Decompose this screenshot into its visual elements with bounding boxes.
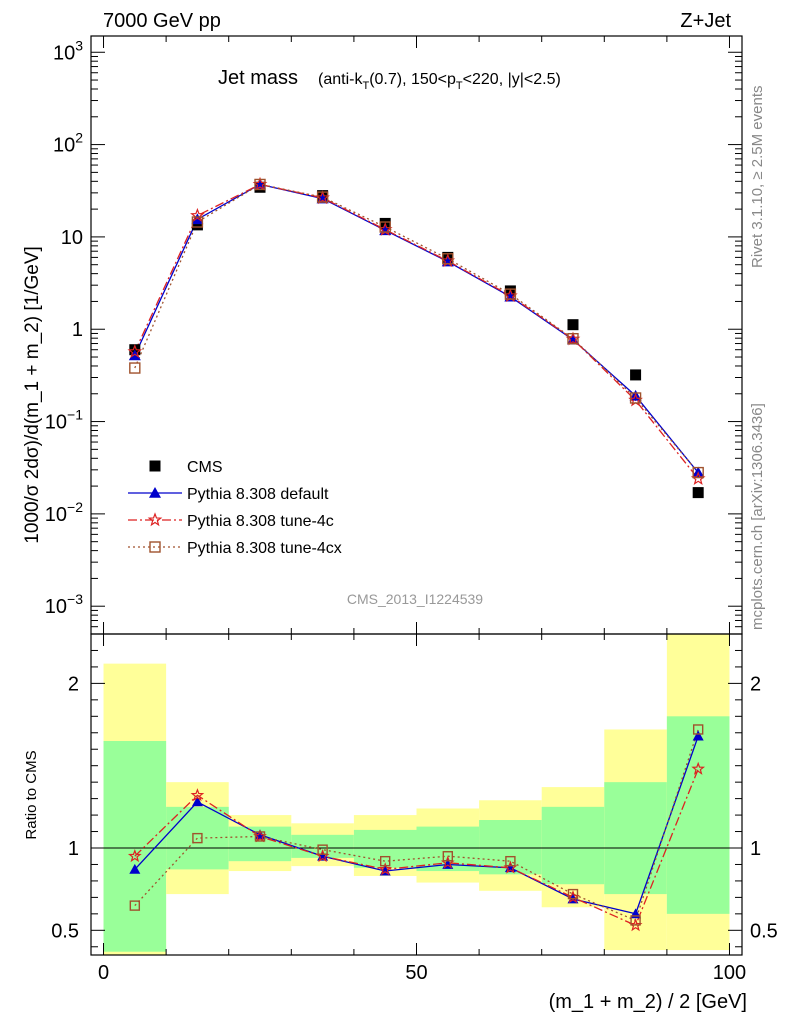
pythia-8-308-tune-4cx-legend-label: Pythia 8.308 tune-4cx bbox=[187, 540, 342, 557]
series-lines bbox=[134, 183, 699, 927]
stat-band-bin bbox=[291, 834, 354, 858]
x-tick-label: 100 bbox=[713, 962, 746, 984]
pythia-8-308-tune-4cx-point bbox=[504, 288, 517, 300]
stat-band-bin bbox=[353, 829, 417, 868]
y-tick-label: 10 bbox=[61, 227, 83, 249]
pythia-8-308-default-ratio-point bbox=[191, 796, 203, 807]
ratio-y-label: Ratio to CMS bbox=[23, 750, 40, 839]
stat-band-bin bbox=[166, 806, 229, 870]
cms-point bbox=[692, 487, 704, 499]
y-tick-label: 10−2 bbox=[45, 499, 83, 526]
pythia-8-308-tune-4cx-point bbox=[254, 178, 266, 191]
pythia-8-308-default-line bbox=[134, 183, 699, 474]
process-label: Z+Jet bbox=[680, 10, 731, 32]
cms-legend-label: CMS bbox=[187, 459, 223, 476]
pythia-8-308-tune-4cx-ratio-point bbox=[254, 831, 266, 842]
y-tick-label: 1 bbox=[72, 319, 83, 341]
ratio-y-tick-label-right: 0.5 bbox=[750, 920, 778, 942]
pythia-8-308-tune-4c-point bbox=[503, 288, 518, 303]
pythia-8-308-tune-4cx-legend-marker bbox=[149, 541, 161, 553]
series-markers bbox=[127, 176, 706, 932]
y-tick-label: 102 bbox=[53, 130, 83, 157]
legend: CMS Pythia 8.308 default Pythia 8.308 tune… bbox=[128, 459, 342, 557]
pythia-8-308-tune-4cx-ratio-point bbox=[380, 855, 391, 867]
pythia-8-308-default-legend-label: Pythia 8.308 default bbox=[187, 486, 329, 503]
pythia-8-308-tune-4cx-line bbox=[134, 183, 699, 474]
pythia-8-308-tune-4cx-ratio-point bbox=[442, 851, 453, 862]
pythia-8-308-tune-4c-ratio-point bbox=[190, 788, 205, 802]
pythia-8-308-tune-4cx-point bbox=[629, 392, 642, 404]
rivet-version-label: Rivet 3.1.10, ≥ 2.5M events bbox=[749, 86, 766, 269]
cms-point bbox=[191, 219, 203, 231]
chart-title: Jet mass bbox=[218, 67, 298, 89]
y-tick-label: 10−1 bbox=[45, 407, 83, 434]
pythia-8-308-tune-4cx-ratio-point bbox=[692, 724, 704, 735]
pythia-8-308-tune-4cx-ratio-point bbox=[505, 855, 516, 867]
pythia-8-308-tune-4c-ratio-point bbox=[378, 862, 393, 876]
pythia-8-308-tune-4cx-ratio-point bbox=[630, 915, 641, 926]
pythia-8-308-tune-4c-point bbox=[315, 190, 330, 205]
pythia-8-308-tune-4cx-ratio-point bbox=[192, 832, 203, 844]
pythia-8-308-default-ratio-point bbox=[129, 863, 141, 874]
y-tick-label: 103 bbox=[53, 37, 83, 64]
pythia-8-308-tune-4c-point bbox=[190, 207, 205, 222]
cms-point bbox=[567, 319, 579, 331]
pythia-8-308-tune-4cx-point bbox=[692, 466, 704, 479]
pythia-8-308-tune-4cx-ratio-point bbox=[317, 844, 328, 855]
x-tick-label: 0 bbox=[98, 962, 109, 984]
stat-band-bin bbox=[541, 806, 605, 885]
pythia-8-308-tune-4c-line bbox=[134, 183, 699, 480]
pythia-8-308-tune-4cx-point bbox=[442, 253, 454, 265]
pythia-8-308-tune-4cx-point bbox=[316, 191, 329, 203]
pythia-8-308-tune-4c-legend-label: Pythia 8.308 tune-4c bbox=[187, 513, 334, 530]
pythia-8-308-tune-4cx-ratio-point bbox=[567, 888, 579, 900]
pythia-8-308-tune-4c-point bbox=[127, 344, 143, 359]
axes: 0 50 100 10−3 10−2 10−1 1 10 102 103 0.5 0.5 1 1 2 2 bbox=[45, 35, 778, 984]
stat-band-bin bbox=[666, 716, 730, 914]
ratio-y-tick-label: 0.5 bbox=[51, 920, 79, 942]
pythia-8-308-tune-4cx-point bbox=[129, 362, 141, 374]
y-tick-label: 10−3 bbox=[45, 591, 83, 618]
ratio-uncertainty-bands bbox=[91, 634, 742, 955]
x-tick-label: 50 bbox=[405, 962, 427, 984]
main-y-label: 1000/σ 2dσ)/d(m_1 + m_2) [1/GeV] bbox=[22, 246, 43, 544]
x-axis-label: (m_1 + m_2) / 2 [GeV] bbox=[549, 991, 747, 1013]
stat-band-bin bbox=[604, 782, 667, 895]
chart-title-detail: (anti-kT(0.7), 150<pT<220, |y|<2.5) bbox=[318, 71, 561, 92]
ratio-y-tick-label: 2 bbox=[68, 673, 79, 695]
pythia-8-308-tune-4cx-point bbox=[379, 221, 391, 233]
pythia-8-308-tune-4c-point bbox=[690, 471, 706, 486]
pythia-8-308-tune-4c-ratio-point bbox=[127, 849, 142, 863]
cms-point bbox=[630, 369, 642, 381]
mcplots-label: mcplots.cern.ch [arXiv:1306.3436] bbox=[749, 403, 766, 630]
pythia-8-308-tune-4c-legend-marker bbox=[147, 512, 163, 527]
pythia-8-308-tune-4c-ratio-point bbox=[691, 761, 706, 775]
pythia-8-308-default-ratio-point bbox=[692, 730, 704, 741]
pythia-8-308-default-legend-marker bbox=[149, 487, 161, 498]
pythia-8-308-tune-4cx-point bbox=[567, 332, 579, 345]
ratio-y-tick-label: 1 bbox=[68, 838, 79, 860]
cms-legend-marker bbox=[149, 460, 161, 472]
pythia-8-308-tune-4c-ratio-line bbox=[134, 768, 699, 927]
pythia-8-308-default-ratio-line bbox=[134, 735, 699, 915]
pythia-8-308-tune-4cx-ratio-point bbox=[129, 900, 141, 911]
pythia-8-308-tune-4cx-point bbox=[191, 216, 204, 228]
energy-label: 7000 GeV pp bbox=[103, 10, 221, 32]
ratio-y-tick-label-right: 2 bbox=[750, 673, 761, 695]
ratio-y-tick-label-right: 1 bbox=[750, 838, 761, 860]
analysis-id: CMS_2013_I1224539 bbox=[347, 591, 483, 607]
